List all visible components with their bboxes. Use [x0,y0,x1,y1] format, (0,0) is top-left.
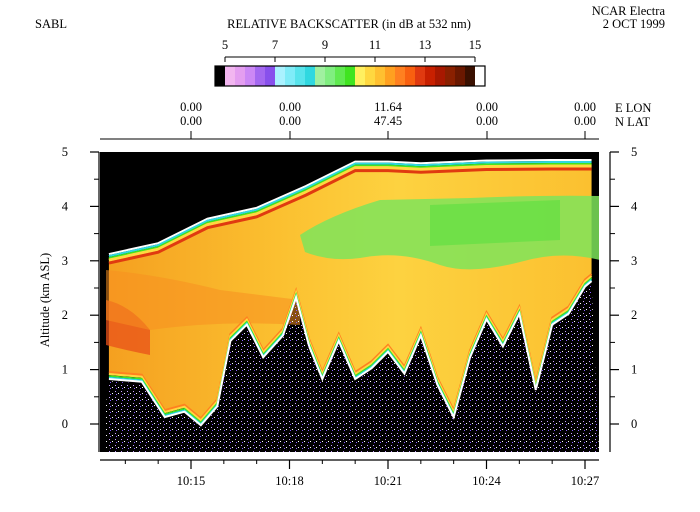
colorbar-tick-label: 9 [322,38,328,52]
colorbar-swatch [365,66,376,86]
start-stripe [100,152,106,452]
lon-value: 0.00 [476,100,498,114]
y-tick-label-left: 0 [62,417,68,431]
colorbar-swatch [295,66,306,86]
colorbar-swatch [235,66,246,86]
chart-title: RELATIVE BACKSCATTER (in dB at 532 nm) [227,17,471,31]
lat-value: 47.45 [374,114,402,128]
y-tick-label-right: 0 [631,417,637,431]
geo-axis: 0.000.000.000.0011.6447.450.000.000.000.… [100,100,599,140]
colorbar-swatch [355,66,366,86]
lat-value: 0.00 [476,114,498,128]
colorbar-tick-label: 13 [419,38,432,52]
lat-value: 0.00 [180,114,202,128]
colorbar-swatch [285,66,296,86]
flight-level-band [108,164,592,262]
colorbar-swatch [455,66,466,86]
colorbar-frame [214,65,486,87]
colorbar-swatch [405,66,416,86]
lat-axis-label: N LAT [615,115,651,129]
colorbar-swatch [315,66,326,86]
instrument-label: SABL [35,17,67,31]
plot-area [100,152,599,452]
y-tick-label-left: 2 [62,308,68,322]
colorbar-tick-label: 15 [469,38,482,52]
colorbar-swatch [395,66,406,86]
colorbar-swatch [265,66,276,86]
colorbar-swatch [475,66,486,86]
y-tick-label-left: 5 [62,145,68,159]
flight-level-band [108,162,592,260]
y-tick-label-right: 3 [631,254,637,268]
y-tick-label-left: 1 [62,363,68,377]
colorbar [214,65,486,87]
y-tick-label-left: 3 [62,254,68,268]
colorbar-swatch [275,66,286,86]
colorbar-tick-label: 7 [272,38,278,52]
flight-level-band [108,158,592,256]
lat-value: 0.00 [279,114,301,128]
colorbar-swatch [385,66,396,86]
colorbar-ticks: 5 7 9 11 13 15 [222,38,481,62]
colorbar-swatch [255,66,266,86]
y-tick-label-right: 4 [631,199,638,213]
colorbar-swatch [435,66,446,86]
y-tick-label-left: 4 [62,199,69,213]
y-tick-label-right: 1 [631,363,637,377]
lat-value: 0.00 [574,114,596,128]
colorbar-swatch [335,66,346,86]
colorbar-swatch [345,66,356,86]
lon-value: 0.00 [279,100,301,114]
platform-label: NCAR Electra [591,4,665,18]
colorbar-tick-label: 5 [222,38,228,52]
lon-value: 0.00 [180,100,202,114]
date-label: 2 OCT 1999 [602,17,665,31]
colorbar-swatch [245,66,256,86]
colorbar-swatch [415,66,426,86]
lon-axis-label: E LON [615,101,652,115]
colorbar-tick-label: 11 [369,38,381,52]
flight-level-band [108,160,592,258]
x-tick-label: 10:24 [472,474,501,488]
colorbar-swatch [445,66,456,86]
colorbar-swatch [465,66,476,86]
lon-value: 11.64 [374,100,402,114]
x-tick-label: 10:21 [374,474,402,488]
colorbar-swatch [215,66,226,86]
boundary-layer-orange [106,270,300,330]
axes: 0 0 1 1 2 2 3 3 4 4 5 5 10:15 10:18 10:21 10:24 10:27 [62,145,638,488]
colorbar-swatch [225,66,236,86]
y-tick-label-right: 2 [631,308,637,322]
colorbar-swatch [305,66,316,86]
x-tick-label: 10:15 [177,474,205,488]
flight-level-band [108,167,592,265]
y-tick-label-right: 5 [631,145,637,159]
colorbar-swatch [375,66,386,86]
colorbar-swatch [325,66,336,86]
surface-edge-band [108,280,593,427]
lon-value: 0.00 [574,100,596,114]
x-tick-label: 10:18 [275,474,303,488]
elevated-green-core [430,200,560,246]
x-tick-label: 10:27 [571,474,599,488]
colorbar-swatch [425,66,436,86]
noise-region [100,283,599,452]
